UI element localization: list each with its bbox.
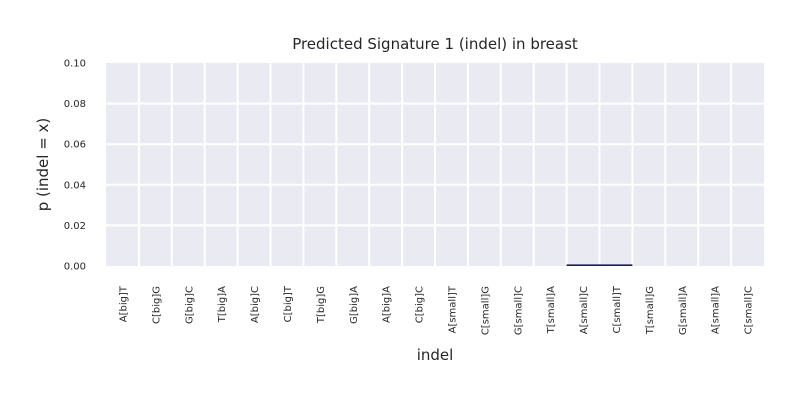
x-tick-label: T[big]G [316, 286, 327, 324]
chart-title: Predicted Signature 1 (indel) in breast [292, 35, 578, 53]
x-tick-label: A[small]A [711, 286, 722, 334]
bar [599, 264, 633, 266]
y-tick-label: 0.04 [64, 180, 86, 191]
y-tick-label: 0.02 [64, 221, 86, 232]
x-tick-label: C[big]C [415, 286, 426, 323]
x-tick-label: A[small]T [447, 285, 458, 333]
y-tick-label: 0.10 [64, 59, 86, 70]
x-tick-label: G[small]C [513, 286, 524, 335]
x-tick-label: C[big]T [283, 285, 294, 322]
x-tick-label: A[big]C [250, 286, 261, 323]
x-tick-label: A[big]A [382, 286, 393, 323]
x-tick-label: T[small]G [645, 286, 656, 335]
x-tick-label: G[big]C [184, 286, 195, 324]
grid-lines [106, 63, 764, 266]
y-axis-label: p (indel = x) [34, 118, 52, 212]
x-tick-label: G[big]A [349, 286, 360, 324]
bar [566, 264, 600, 266]
x-tick-label: C[small]G [480, 286, 491, 335]
x-tick-label: C[small]T [612, 285, 623, 333]
x-axis-label: indel [417, 346, 454, 364]
y-tick-label: 0.06 [64, 140, 86, 151]
x-tick-label: T[small]A [546, 286, 557, 335]
x-tick-label: A[big]T [118, 285, 129, 322]
y-tick-label: 0.00 [64, 262, 86, 273]
x-tick-label: T[big]A [217, 286, 228, 323]
x-tick-labels: A[big]T C[big]G G[big]C T[big]A A[big]C C[big… [118, 285, 754, 335]
x-tick-label: A[small]C [579, 286, 590, 334]
x-tick-label: G[small]A [678, 286, 689, 335]
x-tick-label: C[small]C [744, 286, 755, 334]
bars [566, 264, 633, 266]
x-tick-label: C[big]G [151, 286, 162, 324]
y-tick-labels: 0.00 0.02 0.04 0.06 0.08 0.10 [64, 59, 86, 273]
y-tick-label: 0.08 [64, 99, 86, 110]
